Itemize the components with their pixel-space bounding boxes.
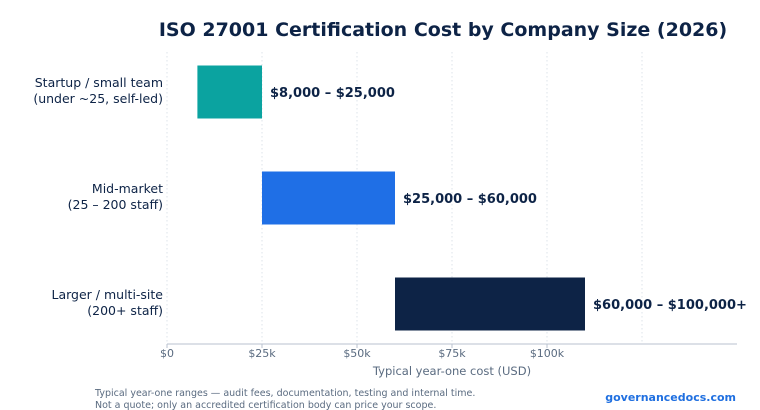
bars [197,65,585,331]
labels: $8,000 – $25,000 Startup / small team(und… [33,75,747,318]
bar-0 [197,65,262,119]
footnote-line-2: Not a quote; only an accredited certific… [95,400,436,410]
data-label-1: $25,000 – $60,000 [403,192,537,207]
x-axis-title: Typical year-one cost (USD) [372,364,531,378]
category-label-0-line-1: (under ~25, self-led) [33,91,163,106]
brand-link[interactable]: governancedocs.com [605,391,736,404]
bar-2 [395,277,585,331]
data-label-0: $8,000 – $25,000 [270,86,395,101]
chart-title: ISO 27001 Certification Cost by Company … [159,19,727,41]
category-label-1-line-1: (25 – 200 staff) [68,197,163,212]
footnote-line-1: Typical year-one ranges — audit fees, do… [94,388,475,399]
data-label-2: $60,000 – $100,000+ [593,298,747,313]
x-ticks: $0 $25k $50k $75k $100k [160,344,565,360]
x-tick-label-4: $100k [530,347,565,360]
bar-1 [262,171,395,225]
x-tick-label-2: $50k [343,347,371,360]
category-label-2-line-0: Larger / multi-site [52,287,164,302]
x-tick-label-1: $25k [248,347,276,360]
category-label-0-line-0: Startup / small team [35,75,163,90]
category-label-2-line-1: (200+ staff) [87,303,163,318]
x-tick-label-3: $75k [438,347,466,360]
x-tick-label-0: $0 [160,347,174,360]
category-label-1-line-0: Mid-market [92,181,163,196]
